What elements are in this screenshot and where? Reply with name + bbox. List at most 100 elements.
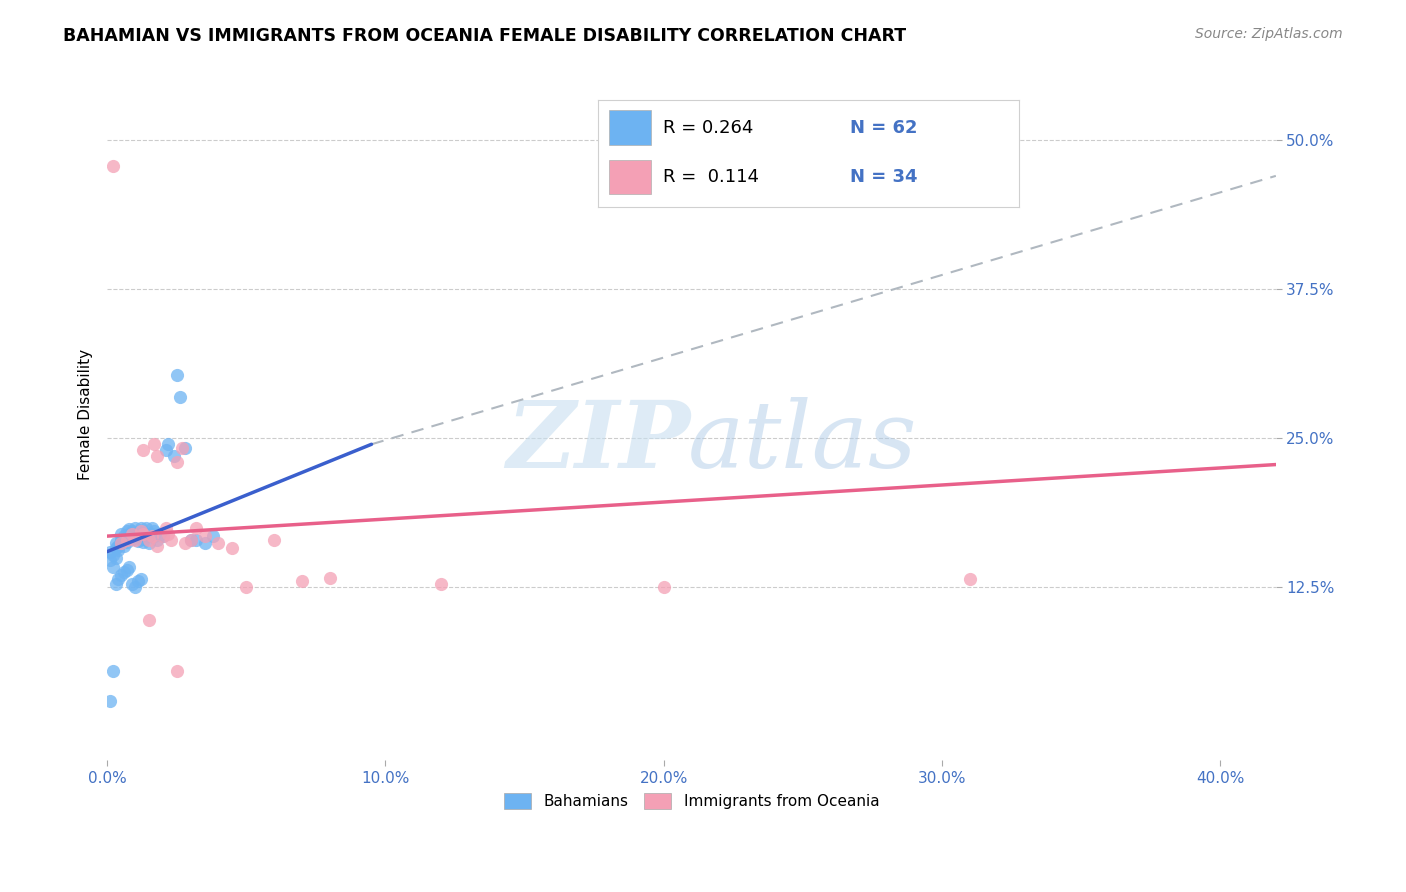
Point xyxy=(186,521,208,535)
Point xyxy=(132,532,155,546)
Point xyxy=(115,535,138,549)
Point xyxy=(207,536,229,550)
Point xyxy=(143,524,166,539)
Point xyxy=(127,526,149,541)
Point xyxy=(193,536,215,550)
Point xyxy=(98,553,121,567)
Point xyxy=(124,581,146,595)
Point xyxy=(110,536,132,550)
Point xyxy=(107,539,129,553)
Point xyxy=(193,529,215,543)
Point xyxy=(166,455,188,469)
Point xyxy=(104,541,127,555)
Point xyxy=(124,533,146,547)
Point xyxy=(124,521,146,535)
Point xyxy=(146,533,169,547)
Point xyxy=(160,533,183,547)
Point xyxy=(107,572,129,586)
Point xyxy=(174,441,197,455)
Point xyxy=(157,526,180,541)
Point xyxy=(221,541,243,555)
Point xyxy=(101,159,124,173)
Point xyxy=(166,664,188,678)
Point xyxy=(132,526,155,541)
Point xyxy=(141,529,163,543)
Legend: Bahamians, Immigrants from Oceania: Bahamians, Immigrants from Oceania xyxy=(498,787,886,815)
Point xyxy=(172,441,194,455)
Point xyxy=(201,529,224,543)
Point xyxy=(121,532,143,546)
Point xyxy=(118,526,141,541)
Point xyxy=(149,526,172,541)
Point xyxy=(152,529,174,543)
Point xyxy=(98,694,121,708)
Point xyxy=(104,536,127,550)
Text: ZIP: ZIP xyxy=(506,397,690,487)
Point xyxy=(135,526,157,541)
Point xyxy=(118,560,141,574)
Point xyxy=(129,572,152,586)
Point xyxy=(121,526,143,541)
Point xyxy=(143,437,166,451)
Point xyxy=(186,533,208,547)
Point xyxy=(169,390,191,404)
Y-axis label: Female Disability: Female Disability xyxy=(79,349,93,480)
Point xyxy=(129,524,152,539)
Point xyxy=(652,581,675,595)
Point xyxy=(127,574,149,589)
Point xyxy=(101,560,124,574)
Point xyxy=(146,449,169,463)
Point xyxy=(112,565,135,579)
Point xyxy=(104,550,127,565)
Point xyxy=(138,536,160,550)
Point xyxy=(127,533,149,548)
Point xyxy=(319,571,342,585)
Point xyxy=(112,539,135,553)
Point xyxy=(132,443,155,458)
Point xyxy=(291,574,314,589)
Point xyxy=(110,536,132,550)
Point xyxy=(180,533,202,547)
Point xyxy=(121,524,143,539)
Point xyxy=(138,529,160,543)
Point xyxy=(110,533,132,547)
Point xyxy=(180,533,202,547)
Point xyxy=(121,577,143,591)
Point xyxy=(132,535,155,549)
Point xyxy=(138,613,160,627)
Point xyxy=(163,449,186,463)
Point xyxy=(115,562,138,576)
Point xyxy=(101,664,124,678)
Point xyxy=(115,533,138,547)
Point xyxy=(115,524,138,539)
Point xyxy=(129,529,152,543)
Point xyxy=(112,529,135,543)
Point xyxy=(118,522,141,536)
Point xyxy=(110,568,132,582)
Point xyxy=(155,443,177,458)
Point xyxy=(129,521,152,535)
Point xyxy=(115,532,138,546)
Point xyxy=(135,521,157,535)
Text: atlas: atlas xyxy=(688,397,917,487)
Point xyxy=(124,529,146,543)
Text: BAHAMIAN VS IMMIGRANTS FROM OCEANIA FEMALE DISABILITY CORRELATION CHART: BAHAMIAN VS IMMIGRANTS FROM OCEANIA FEMA… xyxy=(63,27,907,45)
Point xyxy=(107,543,129,558)
Point xyxy=(152,529,174,543)
Point xyxy=(138,533,160,547)
Point xyxy=(157,437,180,451)
Point xyxy=(110,526,132,541)
Point xyxy=(174,536,197,550)
Point xyxy=(146,539,169,553)
Point xyxy=(141,521,163,535)
Point xyxy=(959,572,981,586)
Point xyxy=(143,529,166,543)
Point xyxy=(98,544,121,558)
Text: Source: ZipAtlas.com: Source: ZipAtlas.com xyxy=(1195,27,1343,41)
Point xyxy=(155,521,177,535)
Point xyxy=(104,577,127,591)
Point xyxy=(430,577,453,591)
Point xyxy=(235,581,257,595)
Point xyxy=(263,533,285,547)
Point xyxy=(101,548,124,562)
